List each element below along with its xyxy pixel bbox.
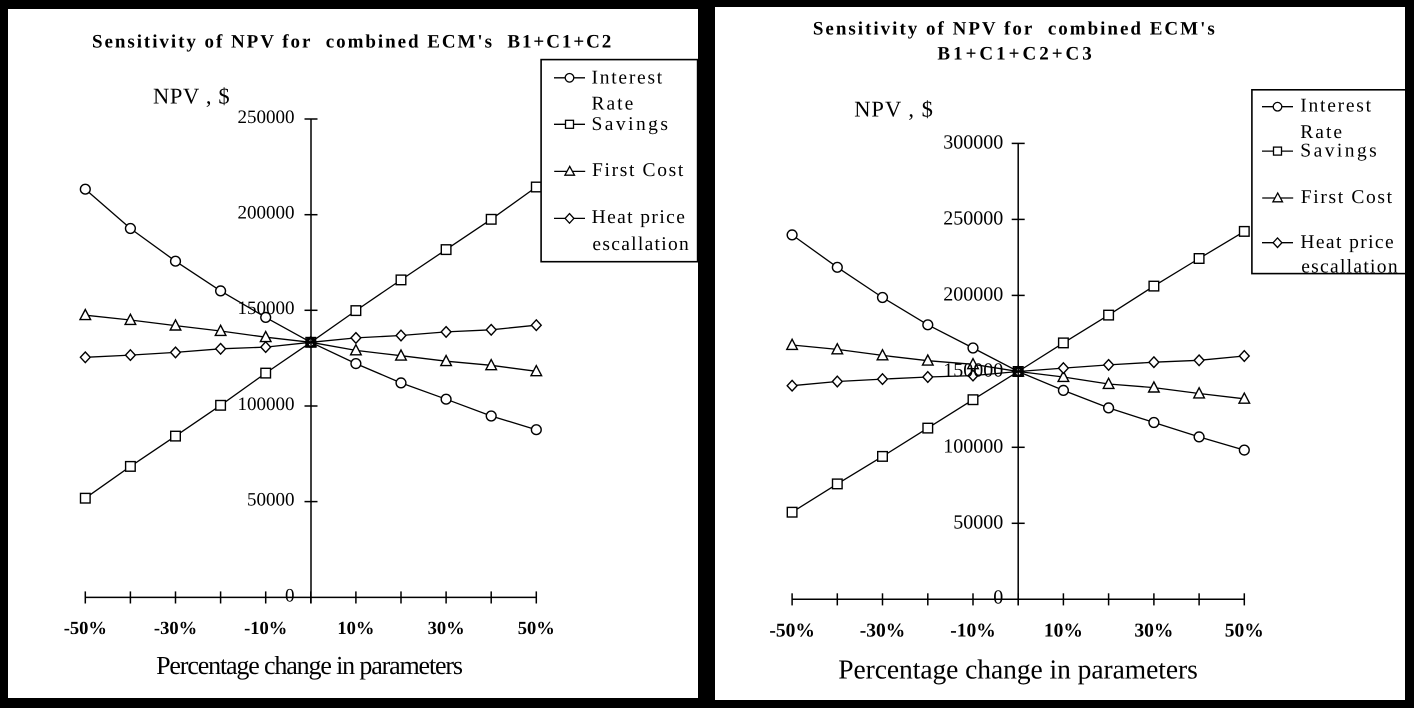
svg-text:Interest: Interest: [1300, 95, 1372, 116]
svg-text:50000: 50000: [247, 490, 295, 511]
svg-text:30%: 30%: [428, 619, 465, 639]
svg-text:-10%: -10%: [950, 620, 996, 641]
svg-text:-30%: -30%: [154, 619, 197, 639]
svg-text:-10%: -10%: [244, 619, 287, 639]
svg-text:100000: 100000: [943, 435, 1003, 457]
svg-text:escallation: escallation: [592, 234, 690, 255]
svg-text:50%: 50%: [1225, 620, 1264, 641]
svg-text:Interest: Interest: [592, 67, 664, 88]
svg-text:escallation: escallation: [1301, 257, 1399, 278]
svg-text:-50%: -50%: [64, 619, 107, 639]
svg-text:NPV , $: NPV , $: [854, 97, 934, 122]
svg-text:50%: 50%: [518, 619, 555, 639]
svg-text:First Cost: First Cost: [1301, 187, 1394, 208]
svg-text:100000: 100000: [238, 394, 295, 415]
svg-text:30%: 30%: [1134, 620, 1173, 641]
svg-text:B1+C1+C2+C3: B1+C1+C2+C3: [937, 44, 1094, 65]
svg-text:Heat price: Heat price: [592, 207, 687, 228]
svg-text:-50%: -50%: [769, 620, 815, 641]
svg-text:0: 0: [285, 586, 295, 607]
svg-text:NPV , $: NPV , $: [153, 84, 230, 109]
svg-text:Savings: Savings: [592, 114, 671, 135]
svg-text:200000: 200000: [943, 283, 1003, 305]
svg-text:200000: 200000: [238, 203, 295, 224]
svg-text:Savings: Savings: [1300, 141, 1379, 162]
svg-text:300000: 300000: [943, 131, 1003, 153]
svg-text:Percentage change in parameter: Percentage change in parameters: [156, 651, 463, 680]
svg-text:150000: 150000: [943, 359, 1003, 381]
svg-text:Sensitivity of NPV for combin: Sensitivity of NPV for combined ECM's: [813, 18, 1217, 39]
svg-text:Sensitivity of NPV for combin: Sensitivity of NPV for combined ECM's B1…: [92, 31, 613, 52]
svg-text:Rate: Rate: [1300, 122, 1344, 143]
svg-text:250000: 250000: [238, 107, 295, 128]
svg-text:10%: 10%: [337, 619, 374, 639]
svg-text:150000: 150000: [238, 298, 295, 319]
svg-text:First Cost: First Cost: [592, 160, 685, 181]
svg-text:Heat price: Heat price: [1300, 232, 1395, 253]
svg-text:50000: 50000: [953, 511, 1003, 533]
svg-text:-30%: -30%: [860, 620, 906, 641]
svg-text:10%: 10%: [1044, 620, 1083, 641]
svg-text:Percentage change in parameter: Percentage change in parameters: [838, 654, 1198, 685]
svg-text:Rate: Rate: [592, 94, 636, 115]
svg-text:250000: 250000: [943, 207, 1003, 229]
svg-text:0: 0: [993, 586, 1003, 608]
